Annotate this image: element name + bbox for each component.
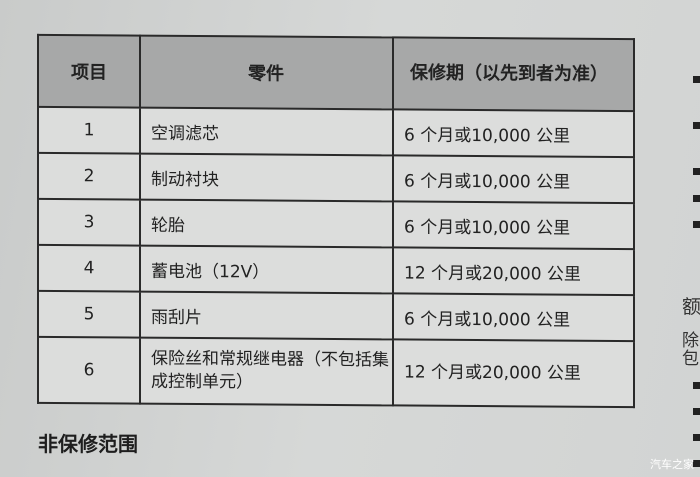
header-period: 保修期（以先到者为准） bbox=[393, 37, 634, 112]
header-part: 零件 bbox=[140, 35, 393, 110]
row-number: 3 bbox=[38, 198, 140, 246]
bullet-icon bbox=[693, 168, 700, 175]
row-part: 保险丝和常规继电器（不包括集成控制单元） bbox=[140, 337, 393, 406]
cut-off-heading: 额 bbox=[682, 296, 700, 318]
cut-off-text: 除 bbox=[682, 331, 699, 351]
bullet-icon bbox=[693, 382, 700, 389]
row-part: 空调滤芯 bbox=[140, 107, 393, 156]
cut-off-text: 包 bbox=[682, 349, 699, 369]
watermark: 汽车之家 bbox=[650, 458, 694, 471]
row-number: 4 bbox=[38, 244, 140, 292]
row-period: 6 个月或10,000 公里 bbox=[393, 155, 634, 204]
bullet-icon bbox=[693, 76, 700, 83]
row-period: 6 个月或10,000 公里 bbox=[393, 201, 634, 250]
row-number: 6 bbox=[38, 336, 140, 404]
table-row: 2 制动衬块 6 个月或10,000 公里 bbox=[38, 152, 634, 204]
bullet-icon bbox=[693, 434, 700, 441]
bullet-icon bbox=[693, 195, 700, 202]
row-part: 蓄电池（12V） bbox=[140, 245, 393, 294]
table-row: 1 空调滤芯 6 个月或10,000 公里 bbox=[38, 106, 634, 158]
row-period: 6 个月或10,000 公里 bbox=[393, 293, 634, 342]
row-part: 轮胎 bbox=[140, 199, 393, 248]
bullet-icon bbox=[693, 408, 700, 415]
table-row: 4 蓄电池（12V） 12 个月或20,000 公里 bbox=[38, 244, 634, 296]
row-number: 1 bbox=[38, 106, 140, 154]
row-part: 雨刮片 bbox=[140, 291, 393, 340]
bullet-icon bbox=[693, 460, 700, 467]
table-row: 5 雨刮片 6 个月或10,000 公里 bbox=[38, 290, 634, 342]
table-row: 3 轮胎 6 个月或10,000 公里 bbox=[38, 198, 634, 250]
row-number: 2 bbox=[38, 152, 140, 200]
table-row: 6 保险丝和常规继电器（不包括集成控制单元） 12 个月或20,000 公里 bbox=[38, 336, 634, 408]
warranty-table: 项目 零件 保修期（以先到者为准） 1 空调滤芯 6 个月或10,000 公里 … bbox=[37, 34, 635, 408]
section-heading: 非保修范围 bbox=[38, 432, 138, 456]
bullet-icon bbox=[693, 122, 700, 129]
table-header: 项目 零件 保修期（以先到者为准） bbox=[38, 34, 634, 112]
row-period: 12 个月或20,000 公里 bbox=[393, 247, 634, 296]
bullet-icon bbox=[693, 221, 700, 228]
row-period: 6 个月或10,000 公里 bbox=[393, 109, 634, 158]
row-period: 12 个月或20,000 公里 bbox=[393, 339, 634, 408]
header-item: 项目 bbox=[38, 34, 140, 108]
row-part: 制动衬块 bbox=[140, 153, 393, 202]
row-number: 5 bbox=[38, 290, 140, 338]
